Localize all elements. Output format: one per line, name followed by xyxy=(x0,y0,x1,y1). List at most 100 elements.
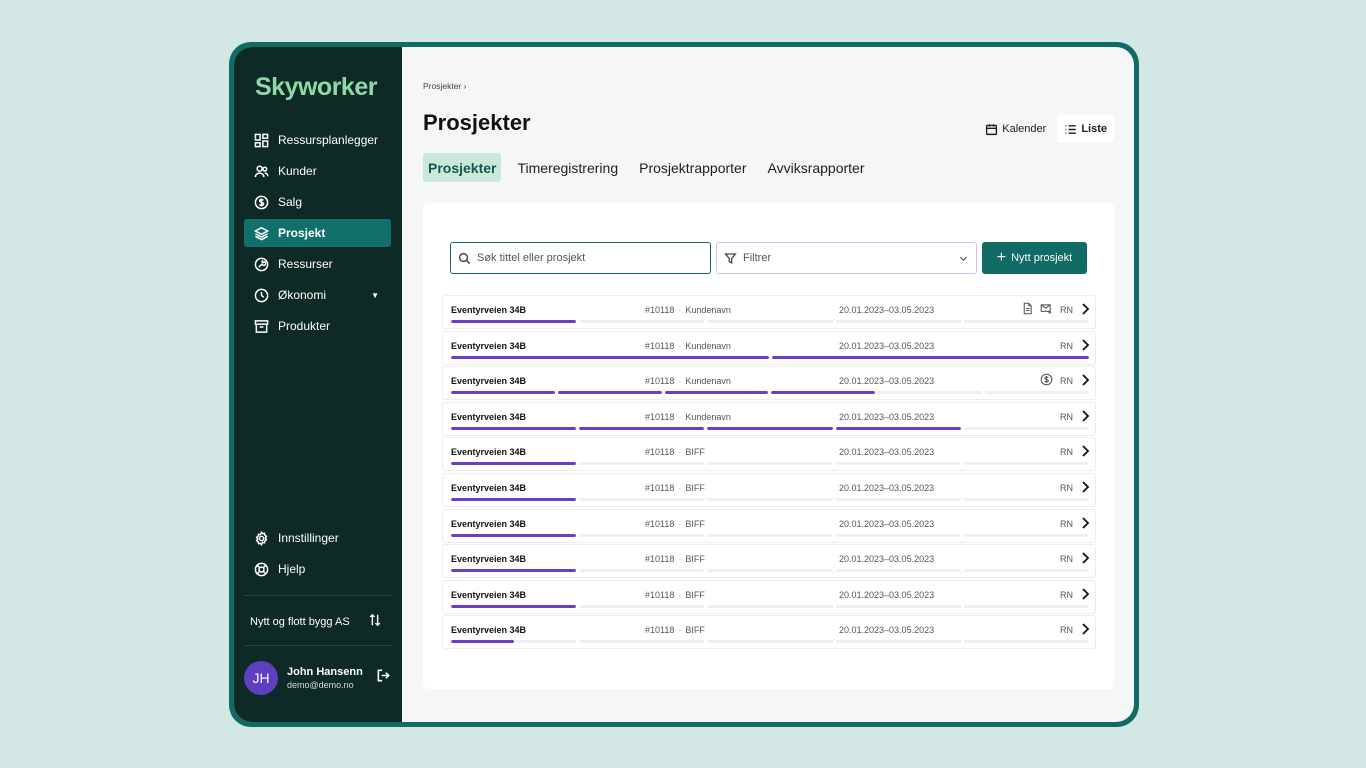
project-dates: 20.01.2023–03.05.2023 xyxy=(839,411,935,422)
progress-fill xyxy=(451,604,577,608)
project-dates: 20.01.2023–03.05.2023 xyxy=(839,518,935,529)
users-icon xyxy=(253,163,269,179)
chevron-right-icon[interactable] xyxy=(1079,480,1091,499)
calendar-view-button[interactable]: Kalender xyxy=(978,115,1053,143)
layers-icon xyxy=(253,225,269,241)
tab-timeregistrering[interactable]: Timeregistrering xyxy=(517,159,619,176)
project-number: #10118 xyxy=(645,625,675,636)
sidebar-item-produkter[interactable]: Produkter xyxy=(244,312,391,340)
project-number: #10118 xyxy=(645,589,675,600)
chevron-right-icon[interactable] xyxy=(1079,551,1091,570)
company-switcher[interactable]: Nytt og flott bygg AS xyxy=(250,613,382,630)
list-view-button[interactable]: Liste xyxy=(1057,115,1114,143)
chevron-right-icon[interactable] xyxy=(1079,587,1091,606)
project-row[interactable]: Eventyrveien 34B #10118 · BIFF 20.01.2023–… xyxy=(442,544,1096,579)
grid-icon xyxy=(253,132,269,148)
sidebar-item-kunder[interactable]: Kunder xyxy=(244,157,391,185)
chevron-down-icon[interactable]: ▼ xyxy=(371,290,379,300)
sidebar-item-salg[interactable]: Salg xyxy=(244,188,391,216)
sidebar-item-prosjekt[interactable]: Prosjekt xyxy=(244,219,391,247)
breadcrumb-item[interactable]: Prosjekter xyxy=(423,81,462,91)
project-row[interactable]: Eventyrveien 34B #10118 · BIFF 20.01.2023–… xyxy=(442,508,1096,543)
dollar-icon xyxy=(253,194,269,210)
chevron-down-icon xyxy=(960,256,967,261)
chevron-right-icon[interactable] xyxy=(1079,302,1091,321)
project-title: Eventyrveien 34B xyxy=(451,518,527,529)
sidebar-item-label: Økonomi xyxy=(278,288,327,302)
project-row[interactable]: Eventyrveien 34B #10118 · Kundenavn 20.01.… xyxy=(442,401,1096,436)
project-customer: Kundenavn xyxy=(685,340,731,351)
project-progress xyxy=(451,569,1090,573)
search-field[interactable] xyxy=(450,242,711,274)
project-customer: Kundenavn xyxy=(685,305,731,315)
search-input[interactable] xyxy=(477,252,697,264)
progress-segment xyxy=(451,391,555,395)
document-icon xyxy=(1023,302,1032,315)
progress-segment xyxy=(451,355,769,359)
sidebar-item-ressursplanlegger[interactable]: Ressursplanlegger xyxy=(244,126,391,154)
user-profile[interactable]: JH John Hansenn demo@demo.no xyxy=(244,661,391,695)
chevron-right-icon[interactable] xyxy=(1079,516,1091,535)
chevron-right-icon[interactable] xyxy=(1079,373,1091,392)
sidebar-nav: Ressursplanlegger Kunder Salg Prosjekt R… xyxy=(244,126,391,343)
new-project-button[interactable]: + Nytt prosjekt xyxy=(982,242,1087,274)
progress-segment xyxy=(707,604,833,608)
project-title: Eventyrveien 34B xyxy=(451,447,527,458)
progress-segment xyxy=(451,462,577,466)
project-customer: BIFF xyxy=(685,554,705,565)
progress-fill xyxy=(451,391,555,395)
project-row[interactable]: Eventyrveien 34B #10118 · BIFF 20.01.2023–… xyxy=(442,437,1096,472)
tab-prosjekter[interactable]: Prosjekter xyxy=(423,153,502,182)
progress-segment xyxy=(707,497,833,501)
project-customer: BIFF xyxy=(685,447,705,458)
row-status-icons xyxy=(1040,373,1053,386)
chevron-right-icon[interactable] xyxy=(1079,444,1091,463)
meta-separator: · xyxy=(678,518,682,529)
tab-prosjektrapporter[interactable]: Prosjektrapporter xyxy=(639,159,747,176)
project-dates: 20.01.2023–03.05.2023 xyxy=(839,376,935,387)
chevron-right-icon[interactable] xyxy=(1079,338,1091,357)
progress-segment xyxy=(835,533,961,537)
project-progress xyxy=(451,320,1090,323)
assignee-initials: RN xyxy=(1060,554,1073,565)
filter-select[interactable]: Filtrer xyxy=(716,242,977,274)
breadcrumb[interactable]: Prosjekter › xyxy=(423,81,466,91)
project-number: #10118 xyxy=(645,482,675,493)
progress-segment xyxy=(963,569,1090,573)
project-meta: #10118 · BIFF xyxy=(645,590,705,600)
project-row[interactable]: Eventyrveien 34B #10118 · Kundenavn 20.01.… xyxy=(442,366,1096,401)
project-row[interactable]: Eventyrveien 34B #10118 · BIFF 20.01.2023–… xyxy=(442,472,1096,507)
sidebar-item-label: Innstillinger xyxy=(278,531,339,545)
projects-card: Filtrer + Nytt prosjekt Eventyrveien 34B… xyxy=(423,203,1114,689)
list-icon xyxy=(1065,124,1077,134)
sidebar-item-label: Ressursplanlegger xyxy=(278,133,379,147)
project-number: #10118 xyxy=(645,305,675,315)
meta-separator: · xyxy=(678,305,682,315)
chevron-right-icon[interactable] xyxy=(1079,409,1091,428)
tabs: Prosjekter Timeregistrering Prosjektrapp… xyxy=(423,153,870,182)
tab-avviksrapporter[interactable]: Avviksrapporter xyxy=(767,159,865,176)
meta-separator: · xyxy=(678,447,682,458)
chevron-right-icon[interactable] xyxy=(1079,622,1091,641)
sidebar-item-hjelp[interactable]: Hjelp xyxy=(244,555,391,583)
progress-fill xyxy=(835,426,961,430)
sidebar-item-okonomi[interactable]: Økonomi ▼ xyxy=(244,281,391,309)
progress-segment xyxy=(579,569,705,573)
progress-fill xyxy=(771,391,876,395)
project-row[interactable]: Eventyrveien 34B #10118 · BIFF 20.01.2023–… xyxy=(442,579,1096,614)
sidebar-item-innstillinger[interactable]: Innstillinger xyxy=(244,524,391,552)
sidebar-item-ressurser[interactable]: Ressurser xyxy=(244,250,391,278)
progress-segment xyxy=(579,533,705,537)
row-status-icons xyxy=(1021,302,1053,315)
project-row[interactable]: Eventyrveien 34B #10118 · Kundenavn 20.01.… xyxy=(442,295,1096,329)
project-dates: 20.01.2023–03.05.2023 xyxy=(839,589,935,600)
meta-separator: · xyxy=(678,589,682,600)
progress-fill xyxy=(451,462,577,466)
project-progress xyxy=(451,640,1090,644)
project-row[interactable]: Eventyrveien 34B #10118 · BIFF 20.01.2023–… xyxy=(442,615,1096,650)
progress-segment xyxy=(579,426,705,430)
project-row[interactable]: Eventyrveien 34B #10118 · Kundenavn 20.01.… xyxy=(442,330,1096,365)
assignee-initials: RN xyxy=(1060,589,1073,600)
assignee-initials: RN xyxy=(1060,340,1073,351)
logout-icon[interactable] xyxy=(376,668,391,688)
